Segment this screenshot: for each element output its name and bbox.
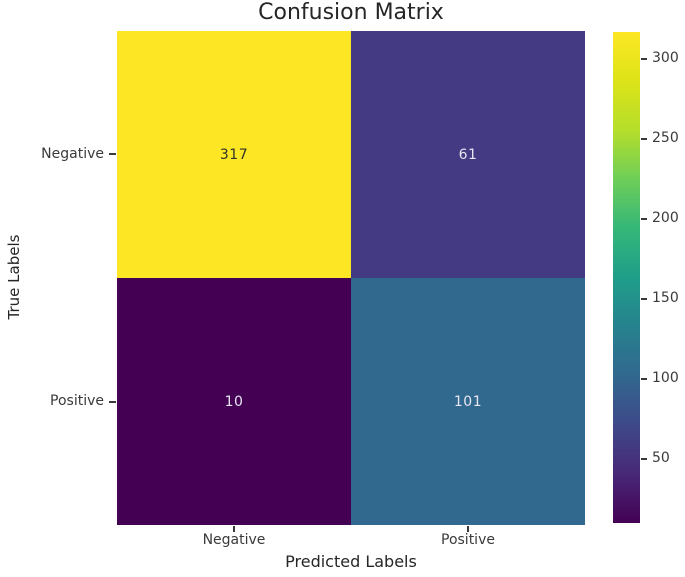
y-tick-mark <box>109 401 116 403</box>
colorbar-tick-label: 50 <box>652 450 670 467</box>
y-tick-mark <box>109 153 116 155</box>
y-axis-label: True Labels <box>5 234 23 320</box>
colorbar-tick-label: 300 <box>652 50 679 67</box>
heatmap-cell: 101 <box>351 278 585 525</box>
cell-value: 317 <box>219 146 249 163</box>
colorbar <box>613 32 640 523</box>
cell-value: 61 <box>458 146 478 163</box>
colorbar-tick-mark <box>641 458 647 461</box>
cell-value: 101 <box>453 393 483 410</box>
chart-title: Confusion Matrix <box>258 0 444 25</box>
xtick-label-negative: Negative <box>202 532 266 548</box>
colorbar-tick-mark <box>641 378 647 381</box>
x-tick-mark <box>467 526 469 532</box>
heatmap-cell: 317 <box>117 31 351 278</box>
xtick-label-positive: Positive <box>441 532 495 548</box>
colorbar-tick-label: 200 <box>652 210 679 227</box>
colorbar-tick-mark <box>641 218 647 221</box>
colorbar-tick-label: 250 <box>652 130 679 147</box>
colorbar-tick-label: 150 <box>652 290 679 307</box>
colorbar-tick-mark <box>641 138 647 141</box>
ytick-label-positive: Positive <box>50 393 104 409</box>
heatmap-grid: 317 61 10 101 <box>117 31 585 525</box>
cell-value: 10 <box>224 393 244 410</box>
ytick-label-negative: Negative <box>41 146 104 162</box>
colorbar-tick-label: 100 <box>652 370 679 387</box>
heatmap-cell: 61 <box>351 31 585 278</box>
colorbar-tick-mark <box>641 58 647 61</box>
heatmap-cell: 10 <box>117 278 351 525</box>
colorbar-tick-mark <box>641 298 647 301</box>
x-axis-label: Predicted Labels <box>285 552 417 571</box>
x-tick-mark <box>233 526 235 532</box>
